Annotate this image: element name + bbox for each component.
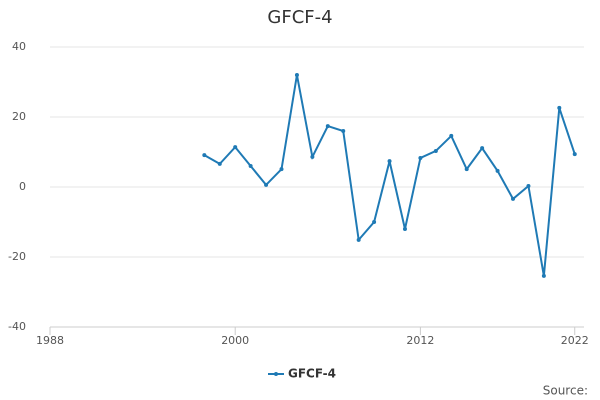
point bbox=[387, 159, 392, 164]
legend-label: GFCF-4 bbox=[288, 367, 336, 381]
point bbox=[418, 155, 423, 160]
x-tick-label: 2000 bbox=[221, 334, 249, 347]
y-tick-label: -40 bbox=[8, 320, 26, 333]
point bbox=[372, 220, 377, 224]
point bbox=[248, 164, 253, 168]
point bbox=[202, 153, 207, 158]
point bbox=[217, 161, 222, 166]
x-tick-label: 2022 bbox=[561, 334, 589, 347]
point bbox=[264, 182, 269, 187]
x-tick-label: 2012 bbox=[406, 334, 434, 347]
point bbox=[480, 146, 485, 151]
point bbox=[341, 129, 346, 133]
y-tick-label: 20 bbox=[12, 110, 26, 123]
point bbox=[402, 227, 407, 231]
point bbox=[495, 168, 500, 173]
point bbox=[325, 124, 330, 129]
line bbox=[203, 74, 576, 277]
point bbox=[310, 154, 315, 159]
point bbox=[541, 273, 546, 278]
point bbox=[526, 183, 531, 188]
point bbox=[233, 145, 238, 150]
source: Source: bbox=[543, 384, 588, 398]
point bbox=[294, 73, 299, 77]
y-tick-label: -20 bbox=[8, 250, 26, 263]
point bbox=[449, 133, 454, 138]
point bbox=[356, 237, 361, 242]
chart-title: GFCF-4 bbox=[267, 7, 332, 28]
point bbox=[279, 167, 284, 172]
point bbox=[433, 148, 438, 153]
y-tick-label: 40 bbox=[12, 40, 26, 53]
x-tick-label: 1988 bbox=[36, 334, 64, 347]
legend-marker bbox=[274, 372, 278, 376]
point bbox=[572, 152, 577, 157]
point bbox=[557, 105, 562, 110]
point bbox=[464, 167, 469, 172]
point bbox=[511, 196, 516, 201]
y-tick-label: 0 bbox=[19, 180, 26, 193]
